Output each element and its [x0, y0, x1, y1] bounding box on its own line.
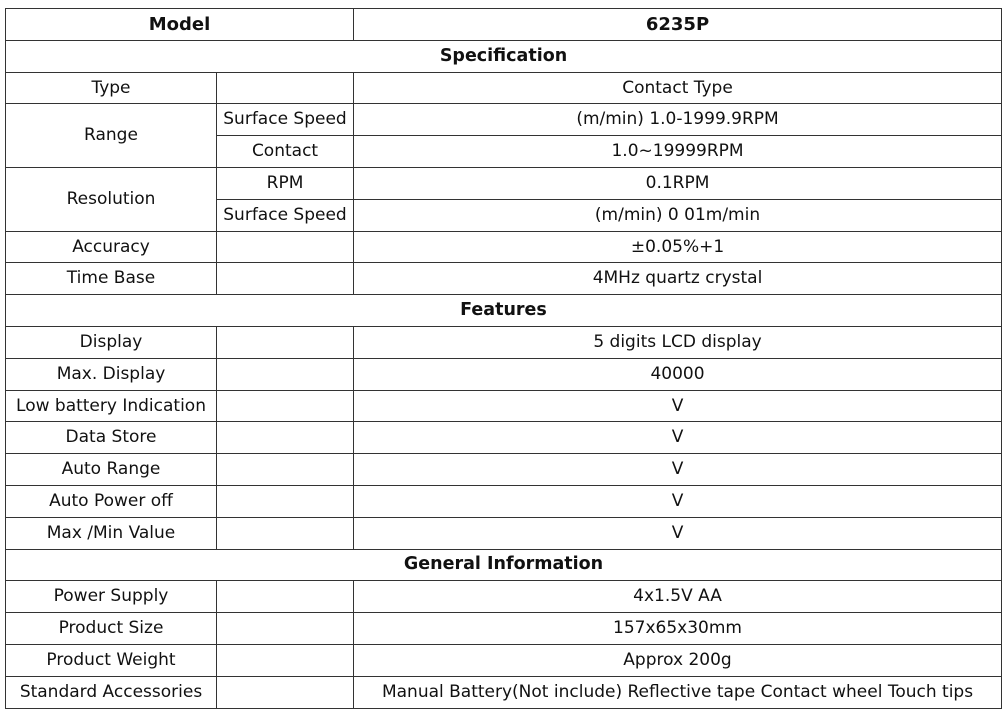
sub-label: Surface Speed: [215, 198, 355, 232]
table-row: Surface Speed (m/min) 0 01m/min: [6, 198, 1003, 232]
model-value: 6235P: [353, 8, 1003, 41]
table-row: Auto Power off V: [5, 484, 1003, 518]
row-value: 1.0~19999RPM: [353, 135, 1003, 168]
section-general-information: General Information: [4, 548, 1003, 582]
row-value: 4MHz quartz crystal: [353, 262, 1003, 296]
row-label: Accuracy: [5, 230, 217, 264]
row-value: 40000: [353, 357, 1003, 391]
sub-label: [215, 612, 355, 645]
sub-label: [215, 389, 355, 423]
row-value: 5 digits LCD display: [353, 325, 1003, 359]
sub-label: [215, 453, 355, 486]
row-value: V: [353, 421, 1003, 455]
table-row: Auto Range V: [5, 453, 1003, 486]
table-row: Standard Accessories Manual Battery(Not …: [5, 675, 1003, 709]
row-label: Auto Power off: [5, 484, 217, 518]
section-row: Features: [4, 294, 1003, 327]
table-row: Max /Min Value V: [5, 516, 1003, 550]
row-label: Auto Range: [5, 453, 217, 486]
table-row: Type Contact Type: [5, 71, 1003, 105]
header-row: Model 6235P: [4, 8, 1003, 41]
section-row: General Information: [4, 548, 1003, 582]
row-value: ±0.05%+1: [353, 230, 1003, 264]
row-value: 0.1RPM: [353, 166, 1003, 200]
row-label: Time Base: [5, 262, 217, 296]
row-value: (m/min) 0 01m/min: [353, 198, 1003, 232]
row-label: Display: [5, 325, 217, 359]
table-row: Product Weight Approx 200g: [5, 643, 1003, 677]
sub-label: [215, 71, 355, 105]
model-label: Model: [4, 8, 355, 41]
row-value: V: [353, 389, 1003, 423]
table-row: Low battery Indication V: [5, 389, 1003, 423]
row-label: Product Size: [5, 612, 217, 645]
row-value: V: [353, 516, 1003, 550]
row-label: Resolution: [5, 166, 217, 232]
row-label: Low battery Indication: [5, 389, 217, 423]
spec-table: Model 6235P Specification Type Contact T…: [4, 8, 1003, 709]
sub-label: RPM: [215, 166, 355, 200]
sub-label: [215, 484, 355, 518]
row-value: Approx 200g: [353, 643, 1003, 677]
row-label: Max /Min Value: [5, 516, 217, 550]
table-row: Max. Display 40000: [5, 357, 1003, 391]
section-row: Specification: [4, 39, 1003, 73]
row-label: Type: [5, 71, 217, 105]
row-label: Range: [5, 103, 217, 168]
sub-label: [215, 357, 355, 391]
table-row: Data Store V: [5, 421, 1003, 455]
sub-label: [215, 421, 355, 455]
sub-label: [215, 675, 355, 709]
row-value: Contact Type: [353, 71, 1003, 105]
table-row: Range Surface Speed (m/min) 1.0-1999.9RP…: [5, 103, 1003, 168]
row-value: (m/min) 1.0-1999.9RPM: [353, 103, 1003, 137]
table-row: Time Base 4MHz quartz crystal: [5, 262, 1003, 296]
row-label: Max. Display: [5, 357, 217, 391]
row-value: V: [353, 453, 1003, 486]
section-specification: Specification: [4, 39, 1003, 73]
sub-label: [215, 325, 355, 359]
sub-label: Contact: [215, 135, 355, 168]
sub-label: [215, 516, 355, 550]
sub-label: [215, 230, 355, 264]
table-row: Product Size 157x65x30mm: [5, 612, 1003, 645]
row-label: Product Weight: [5, 643, 217, 677]
row-value: 157x65x30mm: [353, 612, 1003, 645]
table-row: Contact 1.0~19999RPM: [6, 135, 1003, 168]
row-label: Data Store: [5, 421, 217, 455]
row-label: Power Supply: [5, 580, 217, 614]
table-row: Power Supply 4x1.5V AA: [5, 580, 1003, 614]
sub-label: [215, 262, 355, 296]
row-value: 4x1.5V AA: [353, 580, 1003, 614]
row-label: Standard Accessories: [5, 675, 217, 709]
sub-label: [215, 643, 355, 677]
sub-label: Surface Speed: [215, 103, 355, 137]
table-row: Resolution RPM 0.1RPM: [5, 166, 1003, 232]
row-value: V: [353, 484, 1003, 518]
table-row: Display 5 digits LCD display: [5, 325, 1003, 359]
table-row: Accuracy ±0.05%+1: [5, 230, 1003, 264]
row-value: Manual Battery(Not include) Reflective t…: [353, 675, 1003, 709]
section-features: Features: [4, 294, 1003, 327]
sub-label: [215, 580, 355, 614]
